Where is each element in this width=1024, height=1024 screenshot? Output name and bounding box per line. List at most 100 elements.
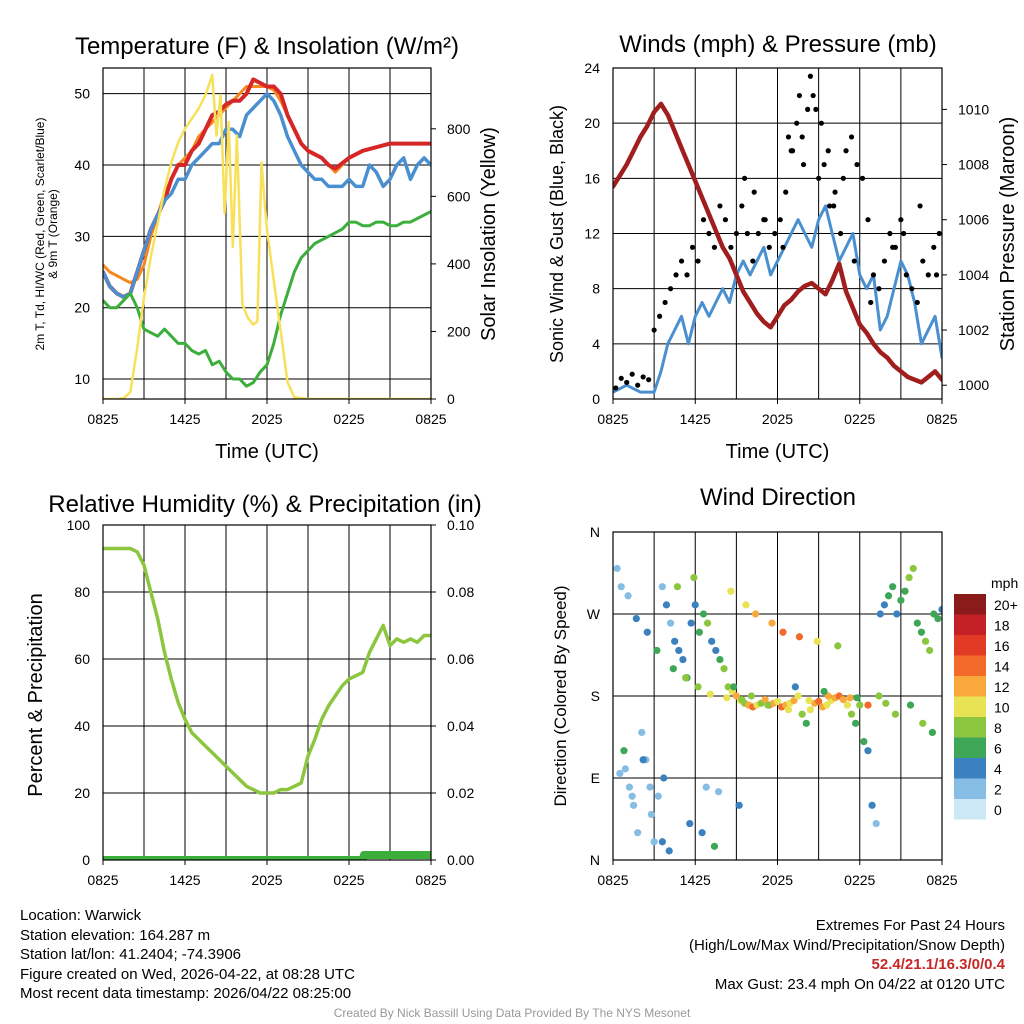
legend-label: 10 bbox=[994, 700, 1010, 716]
y-tick-label: 80 bbox=[74, 584, 90, 600]
direction-point bbox=[847, 710, 856, 718]
direction-point bbox=[747, 692, 756, 700]
gust-point bbox=[750, 258, 756, 264]
series-sonic-wind bbox=[613, 204, 942, 394]
direction-point bbox=[638, 728, 646, 737]
gust-point bbox=[783, 189, 789, 195]
direction-point bbox=[846, 694, 854, 702]
y-axis-label: Direction (Colored By Speed) bbox=[551, 585, 570, 806]
direction-point bbox=[909, 564, 917, 573]
x-tick-label: 0225 bbox=[333, 411, 364, 427]
direction-point bbox=[928, 728, 937, 737]
direction-point bbox=[761, 696, 769, 704]
direction-point bbox=[738, 696, 746, 704]
figure-created: Figure created on Wed, 2026-04-22, at 08… bbox=[20, 965, 355, 983]
gust-point bbox=[667, 286, 674, 292]
gust-point bbox=[695, 258, 701, 264]
direction-point bbox=[690, 573, 698, 582]
direction-point bbox=[730, 683, 738, 691]
direction-point bbox=[839, 696, 847, 704]
direction-point bbox=[891, 710, 899, 718]
legend-swatch bbox=[954, 635, 986, 656]
x-tick-label: 1425 bbox=[169, 411, 200, 427]
direction-point bbox=[860, 737, 868, 746]
gust-point bbox=[766, 244, 772, 250]
direction-point bbox=[919, 719, 927, 727]
direction-point bbox=[897, 596, 905, 604]
extremes-subtitle: (High/Low/Max Wind/Precipitation/Snow De… bbox=[689, 936, 1005, 954]
direction-point bbox=[905, 573, 913, 582]
direction-point bbox=[613, 564, 621, 573]
gust-point bbox=[837, 230, 844, 237]
y-tick-label: S bbox=[591, 688, 600, 704]
gust-point bbox=[711, 244, 718, 250]
direction-point bbox=[884, 592, 893, 600]
legend-swatch bbox=[954, 594, 986, 615]
x-tick-label: 0825 bbox=[415, 411, 446, 427]
direction-point bbox=[802, 719, 810, 727]
gust-point bbox=[635, 382, 641, 388]
direction-point bbox=[913, 619, 921, 627]
chart-title: Temperature (F) & Insolation (W/m²) bbox=[75, 33, 459, 60]
direction-point bbox=[708, 637, 716, 645]
series-solar bbox=[103, 73, 431, 399]
gust-point bbox=[796, 92, 803, 99]
direction-point bbox=[686, 819, 694, 828]
gust-point bbox=[739, 203, 745, 209]
chart-wdir: Wind Direction 0825 1425 2025 0225 0825 N E S W N D… bbox=[551, 484, 1018, 888]
direction-point bbox=[791, 683, 799, 691]
y-tick-label: 60 bbox=[74, 651, 90, 667]
legend-label: 6 bbox=[994, 741, 1002, 757]
direction-point bbox=[658, 838, 666, 846]
plot-area bbox=[613, 564, 942, 855]
y-tick-label: 20 bbox=[74, 300, 90, 316]
y2-tick-label: 1006 bbox=[958, 212, 989, 228]
legend-label: 18 bbox=[994, 618, 1010, 634]
gust-point bbox=[868, 299, 874, 306]
station-elevation: Station elevation: 164.287 m bbox=[20, 926, 211, 944]
gust-point bbox=[821, 161, 827, 168]
direction-point bbox=[624, 592, 632, 600]
gust-point bbox=[848, 134, 855, 140]
gust-point bbox=[805, 106, 811, 112]
legend-swatch bbox=[954, 758, 986, 779]
direction-point bbox=[665, 847, 673, 855]
gust-point bbox=[843, 148, 849, 154]
gust-point bbox=[613, 385, 619, 391]
direction-point bbox=[779, 628, 787, 636]
gust-point bbox=[859, 175, 866, 181]
y-axis-label: Percent & Precipitation bbox=[25, 593, 47, 796]
gust-point bbox=[794, 120, 800, 126]
gust-point bbox=[646, 377, 652, 383]
y2-axis-label: Solar Insolation (Yellow) bbox=[478, 127, 500, 341]
direction-point bbox=[727, 587, 735, 595]
gust-point bbox=[717, 203, 723, 209]
legend-label: 4 bbox=[994, 761, 1002, 777]
y2-tick-label: 0.06 bbox=[447, 651, 474, 667]
gust-point bbox=[673, 272, 679, 278]
gust-point bbox=[931, 244, 937, 250]
direction-point bbox=[671, 637, 679, 645]
legend-swatch bbox=[954, 614, 986, 635]
x-tick-label: 1425 bbox=[169, 872, 200, 888]
gust-point bbox=[678, 258, 685, 264]
x-axis-label: Time (UTC) bbox=[215, 441, 319, 463]
direction-point bbox=[647, 810, 655, 819]
legend-swatch bbox=[954, 696, 986, 717]
gust-point bbox=[684, 272, 690, 278]
y-tick-label: 16 bbox=[584, 170, 600, 186]
series-hi-wc bbox=[103, 91, 431, 299]
gust-point bbox=[755, 230, 761, 237]
gust-point bbox=[772, 230, 778, 237]
y2-tick-label: 0.00 bbox=[447, 852, 474, 868]
legend-label: 12 bbox=[994, 679, 1010, 695]
y-tick-label: 20 bbox=[74, 785, 90, 801]
chart-title: Wind Direction bbox=[700, 484, 856, 511]
direction-point bbox=[864, 747, 872, 755]
gust-point bbox=[825, 148, 831, 154]
direction-point bbox=[658, 583, 666, 591]
direction-point bbox=[926, 646, 934, 655]
gust-point bbox=[890, 244, 896, 250]
gust-point bbox=[807, 73, 814, 79]
chart-title: Winds (mph) & Pressure (mb) bbox=[619, 31, 936, 58]
